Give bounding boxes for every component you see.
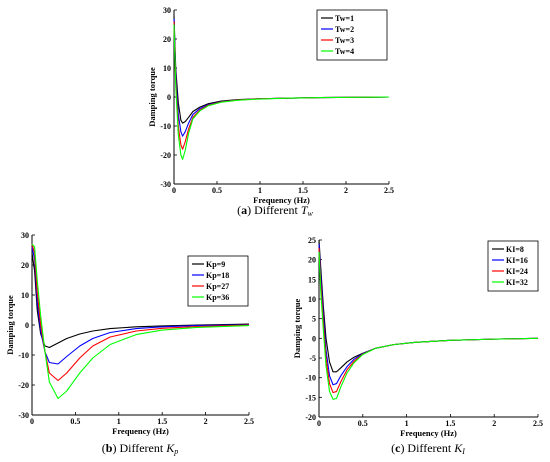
y-tick-label: 20 [21,261,29,270]
x-tick-label: 2 [204,417,208,426]
legend-label: Tw=1 [335,14,354,23]
y-axis-label: Damping torque [5,295,15,355]
y-tick-label: -20 [305,413,316,422]
x-tick-label: 2.5 [533,419,543,428]
chart-panel-c: 0 0.5 1 1.5 2 2.5 25 20 15 10 5 0 -5 -10 -15 -20 Frequen… [292,236,543,456]
panel-caption: (a) Different Tw [237,203,313,218]
x-tick-label: 1.5 [298,186,308,195]
y-axis-label: Damping torque [147,67,157,127]
y-tick-label: 25 [308,236,316,245]
y-tick-label: 10 [163,64,171,73]
panel-caption: (c) Different KI [391,441,465,456]
x-tick-label: 0.5 [70,417,80,426]
legend-label: Tw=2 [335,25,354,34]
series-line-tw-4 [173,24,390,160]
series-line-kp-18 [31,246,250,365]
x-tick-label: 1 [258,186,262,195]
x-tick-label: 2 [492,419,496,428]
x-tick-label: 1 [117,417,121,426]
y-tick-label: -15 [305,393,316,402]
x-tick-label: 0.5 [212,186,222,195]
y-tick-label: 30 [163,6,171,15]
legend-label: KI=16 [506,256,528,265]
x-axis-label: Frequency (Hz) [112,426,169,436]
y-tick-label: 10 [21,291,29,300]
legend-label: KI=24 [506,267,528,276]
y-tick-label: 30 [21,231,29,240]
y-tick-label: -30 [160,180,171,189]
series-line-ki-32 [318,251,539,400]
legend-label: KI=8 [506,245,524,254]
legend-label: Tw=3 [335,36,354,45]
y-tick-label: 0 [312,334,316,343]
y-tick-label: 0 [25,321,29,330]
legend-label: Kp=36 [206,293,229,302]
x-tick-label: 2 [344,186,348,195]
legend-label: Tw=4 [335,47,354,56]
y-tick-label: -30 [18,411,29,420]
x-axis-label: Frequency (Hz) [253,195,310,205]
y-axis-label: Damping torque [292,298,302,358]
y-tick-label: -20 [160,151,171,160]
series-line-kp-36 [31,243,250,400]
y-tick-label: 0 [167,93,171,102]
y-tick-label: -5 [309,354,316,363]
x-tick-label: 1.5 [445,419,455,428]
x-tick-label: 0 [172,186,176,195]
x-tick-label: 1 [405,419,409,428]
y-tick-label: -10 [18,351,29,360]
legend-label: Kp=9 [206,260,225,269]
chart-panel-b: 0 0.5 1 1.5 2 2.5 30 20 10 0 -10 -20 -30 Frequency (H… [5,231,254,456]
legend-label: Kp=27 [206,282,229,291]
x-axis-label: Frequency (Hz) [400,428,457,438]
y-tick-label: 15 [308,275,316,284]
series-line-kp-27 [31,243,250,382]
y-tick-label: -10 [305,374,316,383]
legend-label: KI=32 [506,278,528,287]
y-tick-label: 20 [163,35,171,44]
x-tick-label: 1.5 [157,417,167,426]
y-tick-label: -10 [160,122,171,131]
x-tick-label: 0 [30,417,34,426]
y-tick-label: 10 [308,295,316,304]
x-tick-label: 0.5 [358,419,368,428]
chart-panel-a: 0 0.5 1 1.5 2 2.5 30 20 10 0 -10 -20 -30 Frequency (H… [147,6,394,218]
legend-label: Kp=18 [206,271,229,280]
y-tick-label: 20 [308,256,316,265]
x-tick-label: 2.5 [244,417,254,426]
y-tick-label: 5 [312,315,316,324]
series-line-kp-9 [31,252,250,349]
x-tick-label: 2.5 [384,186,394,195]
panel-caption: (b) Different Kp [102,441,178,456]
y-tick-label: -20 [18,381,29,390]
x-tick-label: 0 [317,419,321,428]
